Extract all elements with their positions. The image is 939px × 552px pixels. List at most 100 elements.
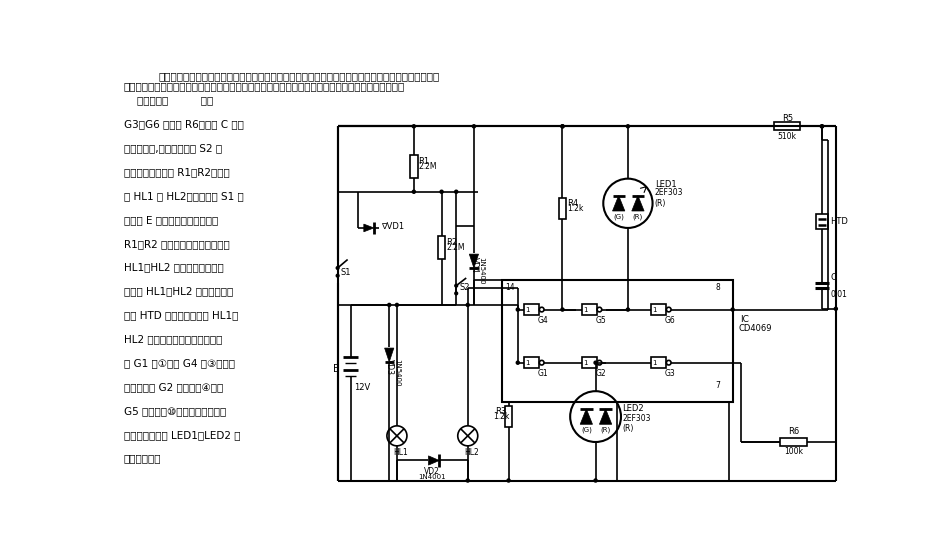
Text: 瓷片 HTD 也不发声。由于 HL1、: 瓷片 HTD 也不发声。由于 HL1、 — [124, 310, 238, 320]
Circle shape — [472, 125, 475, 128]
Circle shape — [821, 125, 824, 128]
Bar — [410, 155, 418, 178]
Text: 0.01: 0.01 — [830, 290, 847, 299]
Text: 8: 8 — [716, 283, 720, 293]
Circle shape — [467, 479, 470, 482]
Text: 汽车制动灯的好坏，直接影响着车辆的安全行驶。目前国产汽车几乎都没有安装制动灯故障监视装置，: 汽车制动灯的好坏，直接影响着车辆的安全行驶。目前国产汽车几乎都没有安装制动灯故障… — [159, 72, 439, 82]
Text: R5: R5 — [782, 114, 793, 123]
Text: IC: IC — [740, 315, 749, 324]
Circle shape — [454, 292, 457, 295]
Text: R1、R2 的阵値均很大，因而通过: R1、R2 的阵値均很大，因而通过 — [124, 238, 229, 249]
Text: (R): (R) — [654, 199, 667, 208]
Circle shape — [454, 190, 457, 193]
Text: (G): (G) — [613, 213, 624, 220]
Text: 因此由制动灯故障所引发的事故时有发生。这里介绍的监视电路，在制动灯发生故障时，会发出报警。: 因此由制动灯故障所引发的事故时有发生。这里介绍的监视电路，在制动灯发生故障时，会… — [124, 81, 405, 91]
Circle shape — [561, 125, 564, 128]
Polygon shape — [428, 456, 439, 465]
Text: G3、G6 和电阵 R6、电容 C 组成: G3、G6 和电阵 R6、电容 C 组成 — [124, 119, 243, 129]
Text: 12V: 12V — [354, 384, 370, 392]
Text: 7: 7 — [716, 381, 720, 390]
Text: 变色发光二极管 LED1、LED2 均: 变色发光二极管 LED1、LED2 均 — [124, 429, 240, 440]
Text: G5: G5 — [595, 316, 607, 325]
Text: G2: G2 — [595, 369, 607, 378]
Text: 低电平，则 G2 的输出端④脚和: 低电平，则 G2 的输出端④脚和 — [124, 382, 223, 392]
Text: VD3: VD3 — [385, 359, 393, 375]
Text: R6: R6 — [788, 427, 799, 436]
Text: LED2: LED2 — [623, 405, 644, 413]
Bar — [524, 304, 539, 315]
Bar — [582, 304, 597, 315]
Text: 2EF303: 2EF303 — [654, 188, 684, 197]
Circle shape — [412, 125, 415, 128]
Circle shape — [626, 308, 629, 311]
Bar — [651, 357, 667, 369]
Bar — [524, 357, 539, 369]
Circle shape — [454, 284, 457, 287]
Polygon shape — [363, 224, 374, 232]
Circle shape — [336, 267, 339, 269]
Circle shape — [594, 361, 597, 364]
Circle shape — [626, 125, 629, 128]
Circle shape — [834, 307, 838, 310]
Text: C: C — [830, 273, 837, 282]
Text: CD4069: CD4069 — [738, 324, 772, 333]
Text: 灯 HL1 和 HL2、点火开关 S1 及: 灯 HL1 和 HL2、点火开关 S1 及 — [124, 191, 243, 201]
Text: 1: 1 — [653, 360, 657, 365]
Circle shape — [516, 361, 519, 364]
Text: 1N5400: 1N5400 — [394, 359, 400, 386]
Text: 1.2k: 1.2k — [567, 204, 583, 213]
Text: S1: S1 — [341, 268, 351, 277]
Text: 510k: 510k — [777, 132, 797, 141]
Bar — [559, 198, 566, 220]
Text: S2: S2 — [459, 284, 470, 293]
Polygon shape — [385, 348, 393, 362]
Bar — [502, 280, 732, 402]
Text: G1: G1 — [538, 369, 548, 378]
Bar — [816, 214, 828, 230]
Text: R1: R1 — [419, 157, 430, 166]
Text: G5 的输出端⑩脚均为低电平，故: G5 的输出端⑩脚均为低电平，故 — [124, 406, 225, 416]
Text: ∇VD1: ∇VD1 — [380, 222, 404, 231]
Circle shape — [412, 190, 415, 193]
Polygon shape — [599, 409, 611, 424]
Polygon shape — [470, 254, 479, 268]
Text: 门 G1 的①脚和 G4 的③脚均呈: 门 G1 的①脚和 G4 的③脚均呈 — [124, 358, 235, 368]
Polygon shape — [632, 195, 644, 211]
Text: 发出绻色光。: 发出绻色光。 — [124, 454, 162, 464]
Polygon shape — [580, 409, 593, 424]
Bar — [505, 406, 513, 427]
Text: 于断开状态。电阵 R1、R2、制动: 于断开状态。电阵 R1、R2、制动 — [124, 167, 229, 177]
Text: 1N5400: 1N5400 — [479, 257, 485, 285]
Polygon shape — [612, 195, 624, 211]
Text: 1.2k: 1.2k — [493, 412, 510, 421]
Bar — [779, 438, 808, 446]
Circle shape — [594, 479, 597, 482]
Circle shape — [561, 308, 564, 311]
Text: G4: G4 — [538, 316, 548, 325]
Text: (R): (R) — [600, 427, 610, 433]
Circle shape — [336, 274, 339, 277]
Circle shape — [516, 308, 519, 311]
Text: (G): (G) — [581, 427, 592, 433]
Text: (R): (R) — [633, 213, 643, 220]
Circle shape — [395, 304, 398, 306]
Bar — [651, 304, 667, 315]
Text: HL1、HL2 的电流是相当微弱: HL1、HL2 的电流是相当微弱 — [124, 263, 223, 273]
Bar — [438, 236, 445, 259]
Text: 音频振荡器,通常制动开关 S2 处: 音频振荡器,通常制动开关 S2 处 — [124, 143, 222, 153]
Text: 1: 1 — [583, 360, 588, 365]
Text: 1: 1 — [583, 306, 588, 312]
Text: R4: R4 — [567, 199, 578, 209]
Circle shape — [561, 125, 564, 128]
Text: 蓄电池 E 组成通电回路，但由于: 蓄电池 E 组成通电回路，但由于 — [124, 215, 218, 225]
Text: R3: R3 — [495, 407, 506, 416]
Text: 电路示于图          非门: 电路示于图 非门 — [124, 95, 213, 105]
Text: 14: 14 — [505, 283, 515, 293]
Text: 2.2M: 2.2M — [419, 162, 437, 171]
Text: HL1: HL1 — [393, 448, 408, 457]
Text: 2.2M: 2.2M — [446, 243, 465, 252]
Text: G6: G6 — [665, 316, 676, 325]
Text: 100k: 100k — [784, 447, 803, 457]
Text: LED1: LED1 — [654, 179, 676, 189]
Text: HTD: HTD — [830, 217, 848, 226]
